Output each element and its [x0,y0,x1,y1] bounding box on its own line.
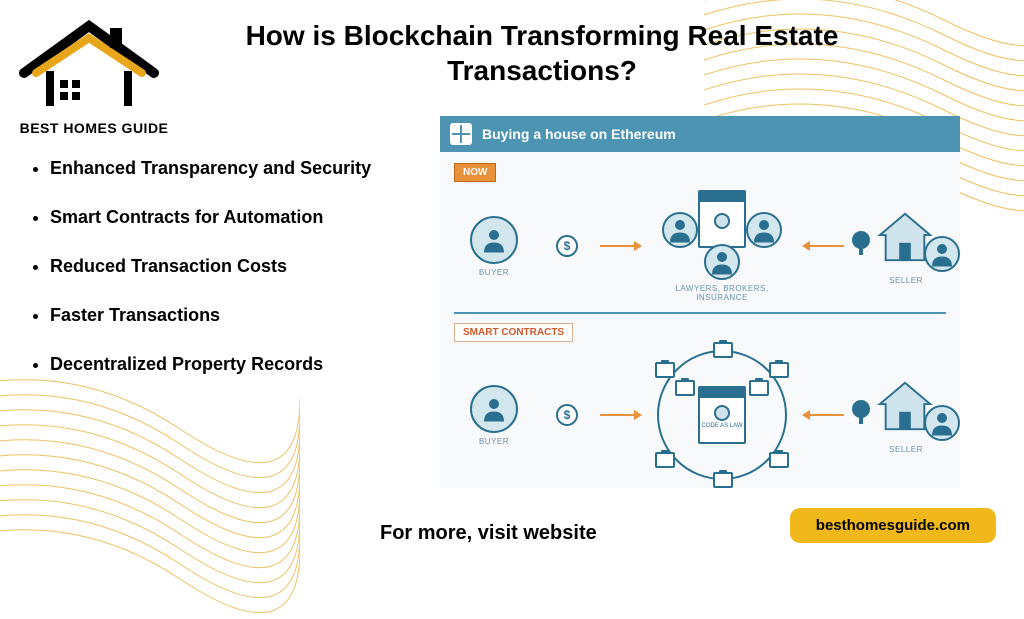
buyer-actor: BUYER [454,216,534,277]
buyer-actor: BUYER [454,385,534,446]
computer-node-icon [769,452,789,468]
intermediaries-block: LAWYERS, BROKERS, INSURANCE [662,190,782,302]
seller-label: SELLER [889,445,923,454]
seller-actor: SELLER [866,377,946,454]
list-item: Decentralized Property Records [50,354,426,375]
buyer-label: BUYER [479,437,509,446]
computer-node-icon [713,342,733,358]
list-item: Smart Contracts for Automation [50,207,426,228]
arrow-icon [804,245,844,247]
person-icon [924,405,960,441]
diagram-title: Buying a house on Ethereum [482,126,676,142]
computer-node-icon [655,452,675,468]
person-icon [470,216,518,264]
smart-contract-ring: CODE AS LAW [662,350,782,480]
title-deed-icon [698,190,746,248]
tree-icon [852,400,870,418]
arrow-icon [600,414,640,416]
computer-node-icon [713,472,733,488]
coin-icon: $ [556,235,578,257]
now-flow-row: BUYER $ LAWYERS, BROKERS, INSURANCE [454,190,946,302]
coin-icon: $ [556,404,578,426]
cta-text: For more, visit website [380,522,597,545]
person-icon [704,244,740,280]
smart-badge: SMART CONTRACTS [454,323,573,342]
seller-label: SELLER [889,276,923,285]
website-link[interactable]: besthomesguide.com [790,508,996,543]
bullet-list: Enhanced Transparency and Security Smart… [26,158,426,403]
person-icon [470,385,518,433]
person-icon [662,212,698,248]
brand-name: BEST HOMES GUIDE [14,120,174,136]
diagram-header: Buying a house on Ethereum [440,116,960,152]
title-deed-icon: CODE AS LAW [698,386,746,444]
house-logo-icon [14,18,164,113]
computer-node-icon [655,362,675,378]
deed-text: CODE AS LAW [701,423,742,429]
grid-icon [450,123,472,145]
brand-logo: BEST HOMES GUIDE [14,18,174,136]
section-divider [454,312,946,314]
middle-label: LAWYERS, BROKERS, INSURANCE [662,284,782,302]
arrow-icon [600,245,640,247]
list-item: Faster Transactions [50,305,426,326]
ethereum-diagram: Buying a house on Ethereum NOW BUYER $ [440,116,960,486]
smart-flow-row: BUYER $ CODE AS LAW [454,350,946,480]
now-badge: NOW [454,163,496,182]
computer-node-icon [749,380,769,396]
person-icon [746,212,782,248]
person-icon [924,236,960,272]
arrow-icon [804,414,844,416]
seller-actor: SELLER [866,208,946,285]
list-item: Enhanced Transparency and Security [50,158,426,179]
list-item: Reduced Transaction Costs [50,256,426,277]
buyer-label: BUYER [479,268,509,277]
page-title: How is Blockchain Transforming Real Esta… [180,18,904,88]
computer-node-icon [675,380,695,396]
computer-node-icon [769,362,789,378]
tree-icon [852,231,870,249]
